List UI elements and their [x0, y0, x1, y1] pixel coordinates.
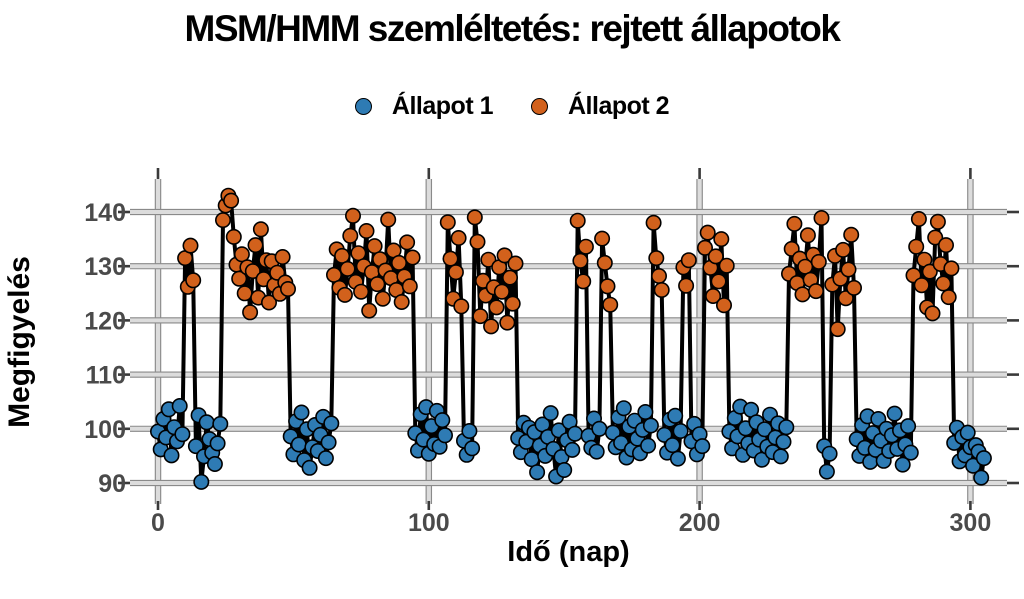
svg-text:130: 130 [84, 253, 126, 281]
tick-labels: 90 100 110 120 130 140 0 100 200 300 [84, 199, 991, 537]
x-axis-title: Idő (nap) [507, 536, 630, 568]
svg-text:110: 110 [86, 362, 126, 390]
y-axis-title: Megfigyelés [3, 256, 36, 428]
state2-marker-icon [531, 98, 548, 115]
legend-label-state1: Állapot 1 [391, 92, 494, 120]
legend-item-state2: Állapot 2 [531, 92, 670, 121]
data-points [150, 187, 992, 490]
svg-text:140: 140 [84, 199, 126, 227]
svg-text:200: 200 [679, 509, 721, 537]
svg-text:0: 0 [151, 509, 165, 537]
svg-text:100: 100 [84, 416, 126, 444]
chart-title: MSM/HMM szemléltetés: rejtett állapotok [184, 8, 841, 49]
legend-item-state1: Állapot 1 [354, 92, 494, 121]
svg-text:90: 90 [98, 470, 126, 498]
svg-text:120: 120 [84, 307, 126, 335]
state1-marker-icon [354, 98, 372, 115]
tick-marks [118, 168, 1019, 510]
legend: Állapot 1 Állapot 2 [0, 92, 1024, 121]
legend-label-state2: Állapot 2 [568, 92, 670, 120]
svg-text:300: 300 [950, 509, 992, 537]
svg-text:100: 100 [408, 509, 450, 537]
